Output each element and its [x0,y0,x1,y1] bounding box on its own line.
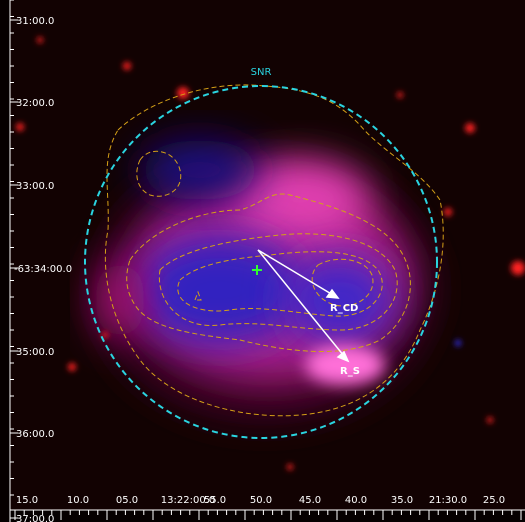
ra-label: 15.0 [16,495,38,506]
dec-label: 36:00.0 [16,429,54,440]
dec-label: 33:00.0 [16,181,54,192]
dec-label: -63:34:00.0 [14,264,72,275]
dec-label: 37:00.0 [16,514,54,522]
ra-label: 40.0 [345,495,367,506]
ra-label: 21:30.0 [429,495,467,506]
sky-image: SNR R_CD R_S 31:00.0 32:00.0 33:00.0 -63:34… [0,0,525,522]
dec-label: 32:00.0 [16,98,54,109]
ra-label: 05.0 [116,495,138,506]
ra-label: 10.0 [67,495,89,506]
arrow-label: R_CD [330,303,358,314]
dec-label: 35:00.0 [16,347,54,358]
ra-label: 45.0 [299,495,321,506]
ra-label: 35.0 [391,495,413,506]
arrow-label: R_S [340,366,360,377]
ra-label: 55.0 [204,495,226,506]
ra-label: 25.0 [483,495,505,506]
dec-label: 31:00.0 [16,16,54,27]
ra-label: 50.0 [250,495,272,506]
region-label: SNR [251,67,272,78]
